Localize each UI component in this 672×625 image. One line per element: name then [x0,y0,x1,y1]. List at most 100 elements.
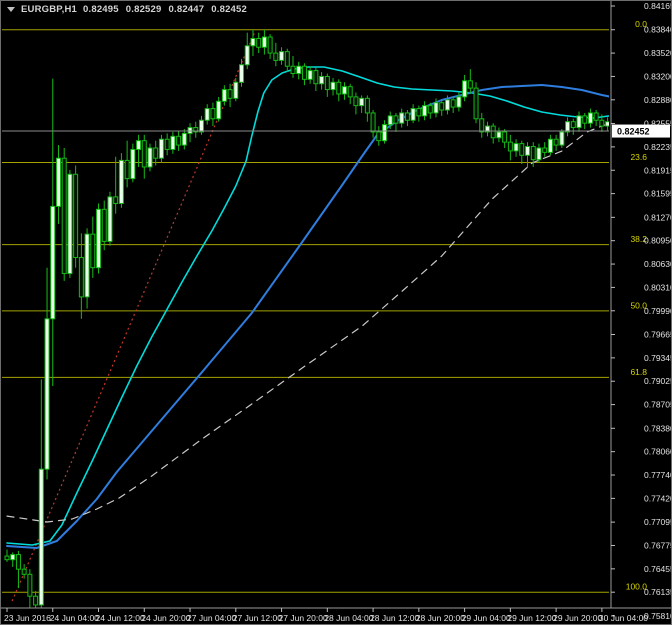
candle-body [416,108,422,117]
price-axis-label: 0.76455 [644,564,672,574]
chevron-down-icon[interactable] [7,7,15,12]
candle-body [4,555,10,561]
candle [525,142,531,168]
price-axis-label: 0.82555 [644,119,672,129]
candle [364,95,370,122]
candle-body [484,125,490,133]
price-axis[interactable]: 0.84165 0.83840 0.83520 0.83200 0.82880 0.825… [611,1,672,621]
time-axis-label: 29 Jun 04:00 [462,613,511,623]
candle [553,134,559,151]
candle [290,56,296,78]
time-axis-label: 24 Jun 04:00 [50,613,99,623]
high-value: 0.82529 [125,4,162,15]
price-axis-label: 0.78060 [644,447,672,457]
candle-body [176,135,182,146]
candle-body [50,205,56,320]
candle-body [427,105,433,114]
price-axis-label: 0.81915 [644,165,672,175]
price-axis-label: 0.79025 [644,376,672,386]
candle [502,129,508,148]
candle-body [284,51,290,67]
price-axis-label: 0.77420 [644,493,672,503]
candle [376,126,382,146]
candle-body [330,81,336,91]
price-axis-label: 0.80630 [644,259,672,269]
candle [542,142,548,157]
candle [359,95,365,113]
candle-body [279,51,285,61]
time-axis-label: 28 Jun 12:00 [370,613,419,623]
candle [267,34,273,59]
candle [96,203,102,274]
candle-body [490,125,496,139]
candle [244,32,250,70]
price-axis-label: 0.82235 [644,142,672,152]
candle-body [587,112,593,124]
price-axis-label: 0.83200 [644,71,672,81]
candle [513,139,519,157]
candle [38,379,44,608]
candle [324,73,330,97]
candle-body [370,112,376,133]
fib-baseline[interactable] [11,30,256,602]
candle [164,133,170,156]
candle [239,58,245,87]
candle [422,101,428,121]
candle-body [227,89,233,99]
candle [227,83,233,108]
candle [599,114,605,132]
candle [61,147,67,281]
ma-slow-white-dashed-line [6,123,609,523]
time-axis-label: 24 Jun 12:00 [96,613,145,623]
fib-label-23.6: 23.6 [630,152,647,162]
price-axis-label: 0.81270 [644,212,672,222]
candle-body [473,87,479,120]
candle-body [27,573,33,597]
candle-body [364,97,370,114]
candle [73,165,79,268]
candle [153,140,159,166]
candle-body [107,196,113,242]
candle-body [444,99,450,111]
candle-body [101,208,107,242]
fib-label-61.8: 61.8 [630,367,647,377]
candle [284,48,290,73]
candle [496,127,502,143]
candle-body [141,140,147,168]
time-axis-label: 27 Jun 20:00 [279,613,328,623]
candle [301,63,307,86]
candle-body [565,121,571,133]
candle [490,123,496,144]
candle [467,69,473,94]
candle-body [204,108,210,121]
time-axis-label: 27 Jun 04:00 [187,613,236,623]
time-axis-label: 30 Jun 04:00 [599,613,648,623]
candle-body [267,36,273,54]
candle-body [479,118,485,133]
candle-body [10,554,16,561]
candle-body [198,119,204,133]
candle-body [233,81,239,99]
candle-body [593,112,599,121]
candle-body [462,80,468,98]
candle [313,67,319,92]
candle-body [78,256,84,298]
time-axis-label: 29 Jun 20:00 [553,613,602,623]
candle-body [467,80,473,89]
plot-area[interactable] [2,29,624,618]
candles-series [4,29,609,608]
candle-body [273,52,279,61]
price-axis-label: 0.80950 [644,236,672,246]
candle [273,42,279,67]
candle [233,77,239,102]
candle-body [33,595,39,606]
candle [559,129,565,148]
candle [484,121,490,137]
candle [33,591,39,608]
candle [433,98,439,118]
price-axis-label: 0.77095 [644,517,672,527]
candle [50,78,56,386]
